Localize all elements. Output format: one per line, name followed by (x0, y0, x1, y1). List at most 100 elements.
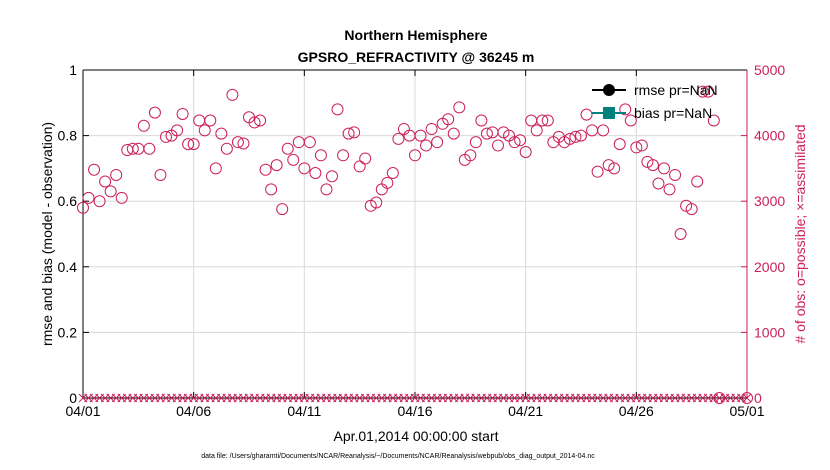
obs-possible-marker (187, 138, 200, 151)
obs-possible-marker (608, 162, 621, 175)
obs-possible-marker (342, 127, 355, 140)
obs-possible-marker (303, 136, 316, 149)
y-axis-label-right: # of obs: o=possible; ×=assimilated (792, 124, 808, 343)
obs-possible-marker (259, 163, 272, 176)
y-tick-label-right: 4000 (754, 128, 785, 144)
obs-possible-marker (226, 88, 239, 101)
obs-possible-marker (420, 139, 433, 152)
obs-possible-marker (331, 103, 344, 116)
y-tick-label-right: 0 (754, 390, 762, 406)
obs-possible-marker (265, 183, 278, 196)
y-tick-label-right: 3000 (754, 193, 785, 209)
obs-possible-marker (702, 85, 715, 98)
y-tick-label-left: 0.8 (58, 128, 78, 144)
obs-possible-marker (409, 149, 421, 162)
obs-possible-marker (591, 165, 604, 178)
x-tick-label: 04/26 (619, 403, 654, 419)
legend-rmse-label: rmse pr=NaN (634, 82, 718, 98)
y-tick-label-right: 5000 (754, 62, 785, 78)
legend-rmse-marker (603, 84, 615, 96)
y-tick-label-left: 0.2 (58, 324, 78, 340)
obs-possible-marker (480, 127, 493, 140)
obs-possible-marker (287, 153, 300, 166)
obs-possible-marker (492, 139, 504, 152)
obs-possible-marker (298, 162, 311, 175)
obs-possible-marker (99, 175, 112, 188)
obs-possible-marker (314, 149, 327, 162)
obs-possible-marker (220, 142, 233, 155)
obs-possible-marker (646, 159, 659, 172)
obs-possible-marker (115, 191, 128, 204)
legend-bias-label: bias pr=NaN (634, 105, 712, 121)
obs-possible-marker (182, 138, 195, 151)
obs-possible-marker (475, 114, 488, 127)
obs-possible-marker (580, 108, 593, 121)
obs-possible-marker (386, 166, 399, 179)
chart-title-line2: GPSRO_REFRACTIVITY @ 36245 m (298, 49, 535, 65)
obs-possible-marker (126, 142, 139, 155)
obs-possible-marker (431, 136, 444, 149)
obs-possible-marker (414, 129, 427, 142)
obs-possible-marker (563, 132, 576, 145)
grid (83, 70, 747, 398)
obs-possible-marker (326, 170, 338, 183)
obs-possible-marker (541, 114, 554, 127)
y-tick-label-left: 0 (69, 390, 77, 406)
y-axis-label-left: rmse and bias (model - observation) (39, 122, 55, 346)
obs-possible-marker (652, 177, 665, 190)
obs-possible-marker (176, 107, 189, 120)
y-tick-label-right: 2000 (754, 259, 785, 275)
obs-possible-marker (104, 185, 117, 198)
obs-possible-marker (514, 134, 527, 147)
obs-possible-marker (663, 183, 676, 196)
obs-possible-marker (160, 130, 172, 143)
legend: rmse pr=NaN bias pr=NaN (592, 82, 718, 121)
obs-assimilated-marker (742, 393, 752, 403)
y-tick-label-left: 0.4 (58, 259, 78, 275)
obs-possible-marker (281, 142, 294, 155)
obs-possible-marker (381, 176, 394, 189)
obs-possible-marker (658, 162, 670, 175)
obs-possible-marker (276, 203, 289, 216)
x-tick-label: 04/16 (397, 403, 432, 419)
obs-possible-marker (469, 136, 482, 149)
obs-possible-marker (392, 132, 405, 145)
obs-possible-marker (425, 123, 438, 136)
obs-possible-marker (674, 228, 687, 240)
obs-possible-marker (88, 163, 101, 176)
obs-possible-marker (254, 114, 267, 127)
obs-possible-marker (597, 124, 610, 137)
obs-possible-marker (77, 201, 89, 214)
x-tick-label: 04/06 (176, 403, 211, 419)
obs-possible-marker (137, 119, 150, 132)
series-possible (77, 85, 753, 404)
obs-possible-marker (575, 129, 587, 142)
obs-possible-marker (337, 149, 350, 162)
x-tick-label: 05/01 (729, 403, 764, 419)
legend-bias-marker (603, 107, 615, 119)
chart-title-line1: Northern Hemisphere (344, 27, 487, 43)
obs-possible-marker (171, 124, 184, 137)
obs-possible-marker (231, 136, 244, 149)
obs-possible-marker (630, 141, 643, 154)
obs-possible-marker (707, 114, 720, 127)
obs-possible-marker (741, 392, 753, 404)
obs-possible-marker (204, 114, 217, 127)
obs-possible-marker (237, 137, 250, 150)
obs-possible-marker (453, 101, 466, 114)
obs-possible-marker (613, 138, 626, 151)
x-tick-label: 04/11 (287, 403, 321, 419)
axes: 04/01 04/06 04/11 04/16 04/21 04/26 05/0100.20… (58, 62, 786, 419)
obs-possible-marker (209, 162, 222, 175)
y-tick-label-left: 1 (69, 62, 77, 78)
obs-possible-marker (110, 168, 123, 181)
obs-possible-marker (635, 139, 648, 152)
obs-possible-marker (536, 114, 549, 127)
obs-possible-marker (508, 136, 521, 149)
obs-possible-marker (519, 146, 532, 158)
obs-possible-marker (215, 127, 228, 140)
obs-possible-marker (270, 159, 283, 172)
obs-possible-marker (696, 85, 709, 98)
obs-possible-marker (309, 166, 322, 179)
